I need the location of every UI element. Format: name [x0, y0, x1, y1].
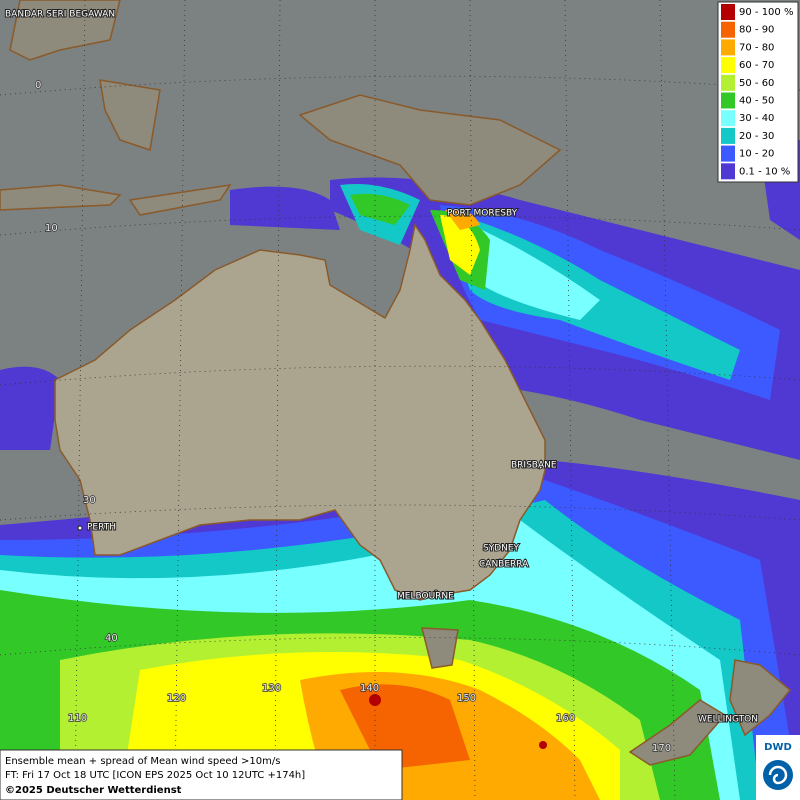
legend-swatch — [721, 163, 735, 180]
probability-north — [0, 140, 800, 460]
legend-swatch — [721, 4, 735, 20]
graticule-label: 110 — [68, 713, 87, 724]
graticule-label: 0 — [35, 80, 41, 91]
graticule-label: 170 — [652, 743, 671, 754]
city-marker — [465, 209, 471, 215]
graticule-label: 150 — [457, 693, 476, 704]
city-marker — [537, 464, 543, 470]
legend: 90 - 100 % 80 - 90 70 - 80 60 - 70 50 - 60 40… — [717, 1, 799, 183]
legend-swatch — [721, 110, 735, 127]
legend-label: 80 - 90 — [739, 25, 774, 36]
city-label: PORT MORESBY — [447, 209, 518, 219]
labels: BANDAR SERI BEGAWAN PORT MORESBY BRISBANE P… — [4, 9, 759, 755]
caption-box — [0, 749, 403, 800]
legend-swatch — [721, 127, 735, 144]
legend-swatch — [721, 92, 735, 109]
logo: DWD — [756, 735, 800, 800]
caption: Ensemble mean + spread of Mean wind spee… — [0, 749, 403, 800]
city-label: BRISBANE — [511, 461, 557, 471]
graticule-label: 130 — [262, 683, 281, 694]
legend-label: 90 - 100 % — [739, 7, 793, 18]
land — [0, 0, 792, 766]
graticule-label: 140 — [360, 683, 379, 694]
probability-south — [0, 460, 800, 800]
city-marker — [433, 589, 439, 595]
logo-text: DWD — [764, 742, 792, 753]
logo-swirl — [768, 765, 788, 785]
city-label: SYDNEY — [483, 544, 520, 554]
legend-label: 40 - 50 — [739, 96, 774, 107]
graticule-label: 120 — [167, 693, 186, 704]
graticule-label: 10 — [45, 223, 58, 234]
legend-swatch — [721, 57, 735, 74]
legend-swatch — [721, 39, 735, 56]
graticule-label: 160 — [556, 713, 575, 724]
caption-line: ©2025 Deutscher Wetterdienst — [5, 785, 182, 796]
city-marker — [730, 714, 736, 720]
legend-label: 50 - 60 — [739, 78, 774, 89]
legend-label: 60 - 70 — [739, 60, 774, 71]
graticule-label: 40 — [105, 633, 118, 644]
city-label: BANDAR SERI BEGAWAN — [5, 10, 115, 20]
caption-line: FT: Fri 17 Oct 18 UTC [ICON EPS 2025 Oct… — [5, 770, 305, 781]
city-label: CANBERRA — [479, 560, 529, 570]
city-marker — [77, 525, 83, 531]
legend-swatch — [721, 21, 735, 38]
legend-label: 10 - 20 — [739, 149, 774, 160]
city-label: MELBOURNE — [397, 592, 454, 602]
legend-swatch — [721, 145, 735, 162]
city-marker — [513, 545, 519, 551]
legend-label: 0.1 - 10 % — [739, 166, 790, 177]
city-marker — [497, 558, 503, 564]
graticule-label: 30 — [83, 495, 96, 506]
legend-label: 20 - 30 — [739, 131, 774, 142]
caption-line: Ensemble mean + spread of Mean wind spee… — [5, 756, 280, 767]
city-label: PERTH — [87, 523, 116, 533]
legend-label: 70 - 80 — [739, 42, 774, 53]
city-label: WELLINGTON — [698, 715, 758, 725]
legend-swatch — [721, 74, 735, 91]
legend-label: 30 - 40 — [739, 113, 774, 124]
